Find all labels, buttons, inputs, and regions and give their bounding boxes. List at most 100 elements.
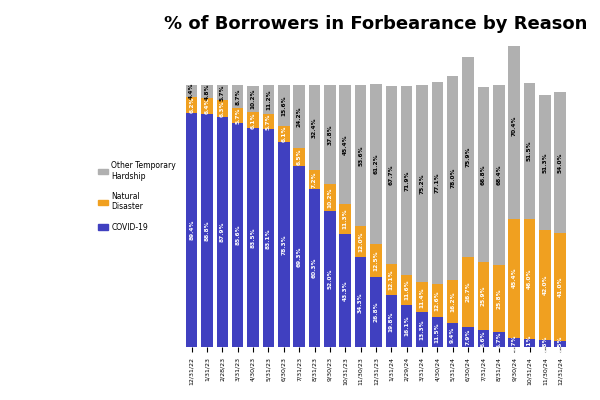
Text: 19.8%: 19.8% <box>389 311 394 332</box>
Text: 10.2%: 10.2% <box>328 187 332 208</box>
Text: 66.8%: 66.8% <box>481 164 486 185</box>
Text: 45.4%: 45.4% <box>512 268 517 288</box>
Bar <box>524 218 535 339</box>
Bar <box>431 317 443 347</box>
Bar <box>401 305 412 347</box>
Text: 89.4%: 89.4% <box>189 220 194 240</box>
Bar <box>493 265 505 332</box>
Text: 78.3%: 78.3% <box>281 234 286 255</box>
Text: 6.3%: 6.3% <box>220 100 225 117</box>
Text: 53.6%: 53.6% <box>358 145 363 166</box>
Text: 11.4%: 11.4% <box>419 287 425 308</box>
Text: 6.5%: 6.5% <box>296 149 302 165</box>
Text: 45.4%: 45.4% <box>343 134 348 155</box>
Text: 71.9%: 71.9% <box>404 170 409 190</box>
Text: 12.0%: 12.0% <box>358 231 363 252</box>
Bar <box>554 341 566 347</box>
Bar <box>539 340 551 347</box>
Text: 11.5%: 11.5% <box>435 322 440 342</box>
Bar <box>263 85 274 114</box>
Text: 88.8%: 88.8% <box>205 220 209 241</box>
Text: 6.1%: 6.1% <box>251 112 256 128</box>
Bar <box>463 326 474 347</box>
Text: 5.7%: 5.7% <box>496 332 502 348</box>
Text: 4.8%: 4.8% <box>205 83 209 100</box>
Text: 87.9%: 87.9% <box>220 222 225 242</box>
Text: 41.0%: 41.0% <box>558 277 563 297</box>
Bar <box>539 230 551 340</box>
Bar <box>478 87 489 262</box>
Text: 42.0%: 42.0% <box>542 275 547 295</box>
Bar <box>447 76 458 280</box>
Bar <box>324 211 335 347</box>
Bar <box>370 277 382 347</box>
Bar <box>416 312 428 347</box>
Text: 77.1%: 77.1% <box>435 173 440 193</box>
Bar <box>508 218 520 338</box>
Text: 75.9%: 75.9% <box>466 147 470 167</box>
Text: 26.7%: 26.7% <box>466 281 470 302</box>
Title: % of Borrowers in Forbearance by Reason: % of Borrowers in Forbearance by Reason <box>164 15 587 33</box>
Bar <box>293 166 305 347</box>
Text: 37.8%: 37.8% <box>328 124 332 145</box>
Bar <box>309 189 320 347</box>
Bar <box>309 85 320 170</box>
Bar <box>232 123 244 347</box>
Bar <box>447 280 458 323</box>
Text: 83.1%: 83.1% <box>266 228 271 249</box>
Bar <box>493 332 505 347</box>
Text: 12.6%: 12.6% <box>435 290 440 311</box>
Text: 16.1%: 16.1% <box>404 316 409 336</box>
Bar <box>463 256 474 326</box>
Bar <box>201 85 213 98</box>
Text: 43.3%: 43.3% <box>343 280 348 301</box>
Bar <box>431 284 443 317</box>
Text: 34.3%: 34.3% <box>358 292 363 313</box>
Text: 7.2%: 7.2% <box>312 172 317 188</box>
Text: 54.0%: 54.0% <box>558 152 563 173</box>
Bar <box>539 95 551 230</box>
Text: 3.7%: 3.7% <box>512 334 517 351</box>
Bar <box>309 170 320 189</box>
Bar <box>186 85 197 96</box>
Text: 78.0%: 78.0% <box>450 168 455 188</box>
Bar <box>554 92 566 233</box>
Text: 85.6%: 85.6% <box>235 225 240 245</box>
Bar <box>416 282 428 312</box>
Text: 4.4%: 4.4% <box>189 82 194 99</box>
Text: 6.6%: 6.6% <box>481 330 486 347</box>
Text: 11.3%: 11.3% <box>343 208 348 229</box>
Bar <box>447 323 458 347</box>
Text: 70.4%: 70.4% <box>512 116 517 136</box>
Text: 13.3%: 13.3% <box>419 320 425 340</box>
Bar <box>355 257 367 347</box>
Bar <box>493 85 505 265</box>
Text: 5.7%: 5.7% <box>235 107 240 124</box>
Bar <box>247 86 259 112</box>
Text: 12.1%: 12.1% <box>389 269 394 290</box>
Bar <box>232 85 244 108</box>
Text: 69.3%: 69.3% <box>296 246 302 267</box>
Text: 25.9%: 25.9% <box>481 286 486 306</box>
Legend: Other Temporary
Hardship, Natural
Disaster, COVID-19: Other Temporary Hardship, Natural Disast… <box>95 158 179 235</box>
Bar <box>370 244 382 277</box>
Text: 25.8%: 25.8% <box>496 288 502 309</box>
Bar <box>416 85 428 282</box>
Text: 11.6%: 11.6% <box>404 280 409 300</box>
Text: 7.9%: 7.9% <box>466 329 470 345</box>
Text: 68.4%: 68.4% <box>496 165 502 185</box>
Bar <box>355 226 367 257</box>
Bar <box>217 85 228 100</box>
Bar <box>293 148 305 166</box>
Text: 9.4%: 9.4% <box>450 327 455 343</box>
Bar <box>324 85 335 184</box>
Text: 12.5%: 12.5% <box>373 250 379 271</box>
Text: 6.4%: 6.4% <box>205 98 209 114</box>
Bar <box>278 142 290 347</box>
Bar <box>401 86 412 275</box>
Text: 51.3%: 51.3% <box>542 152 547 173</box>
Bar <box>247 112 259 128</box>
Text: 5.7%: 5.7% <box>266 114 271 130</box>
Text: 61.2%: 61.2% <box>373 154 379 174</box>
Bar <box>186 113 197 347</box>
